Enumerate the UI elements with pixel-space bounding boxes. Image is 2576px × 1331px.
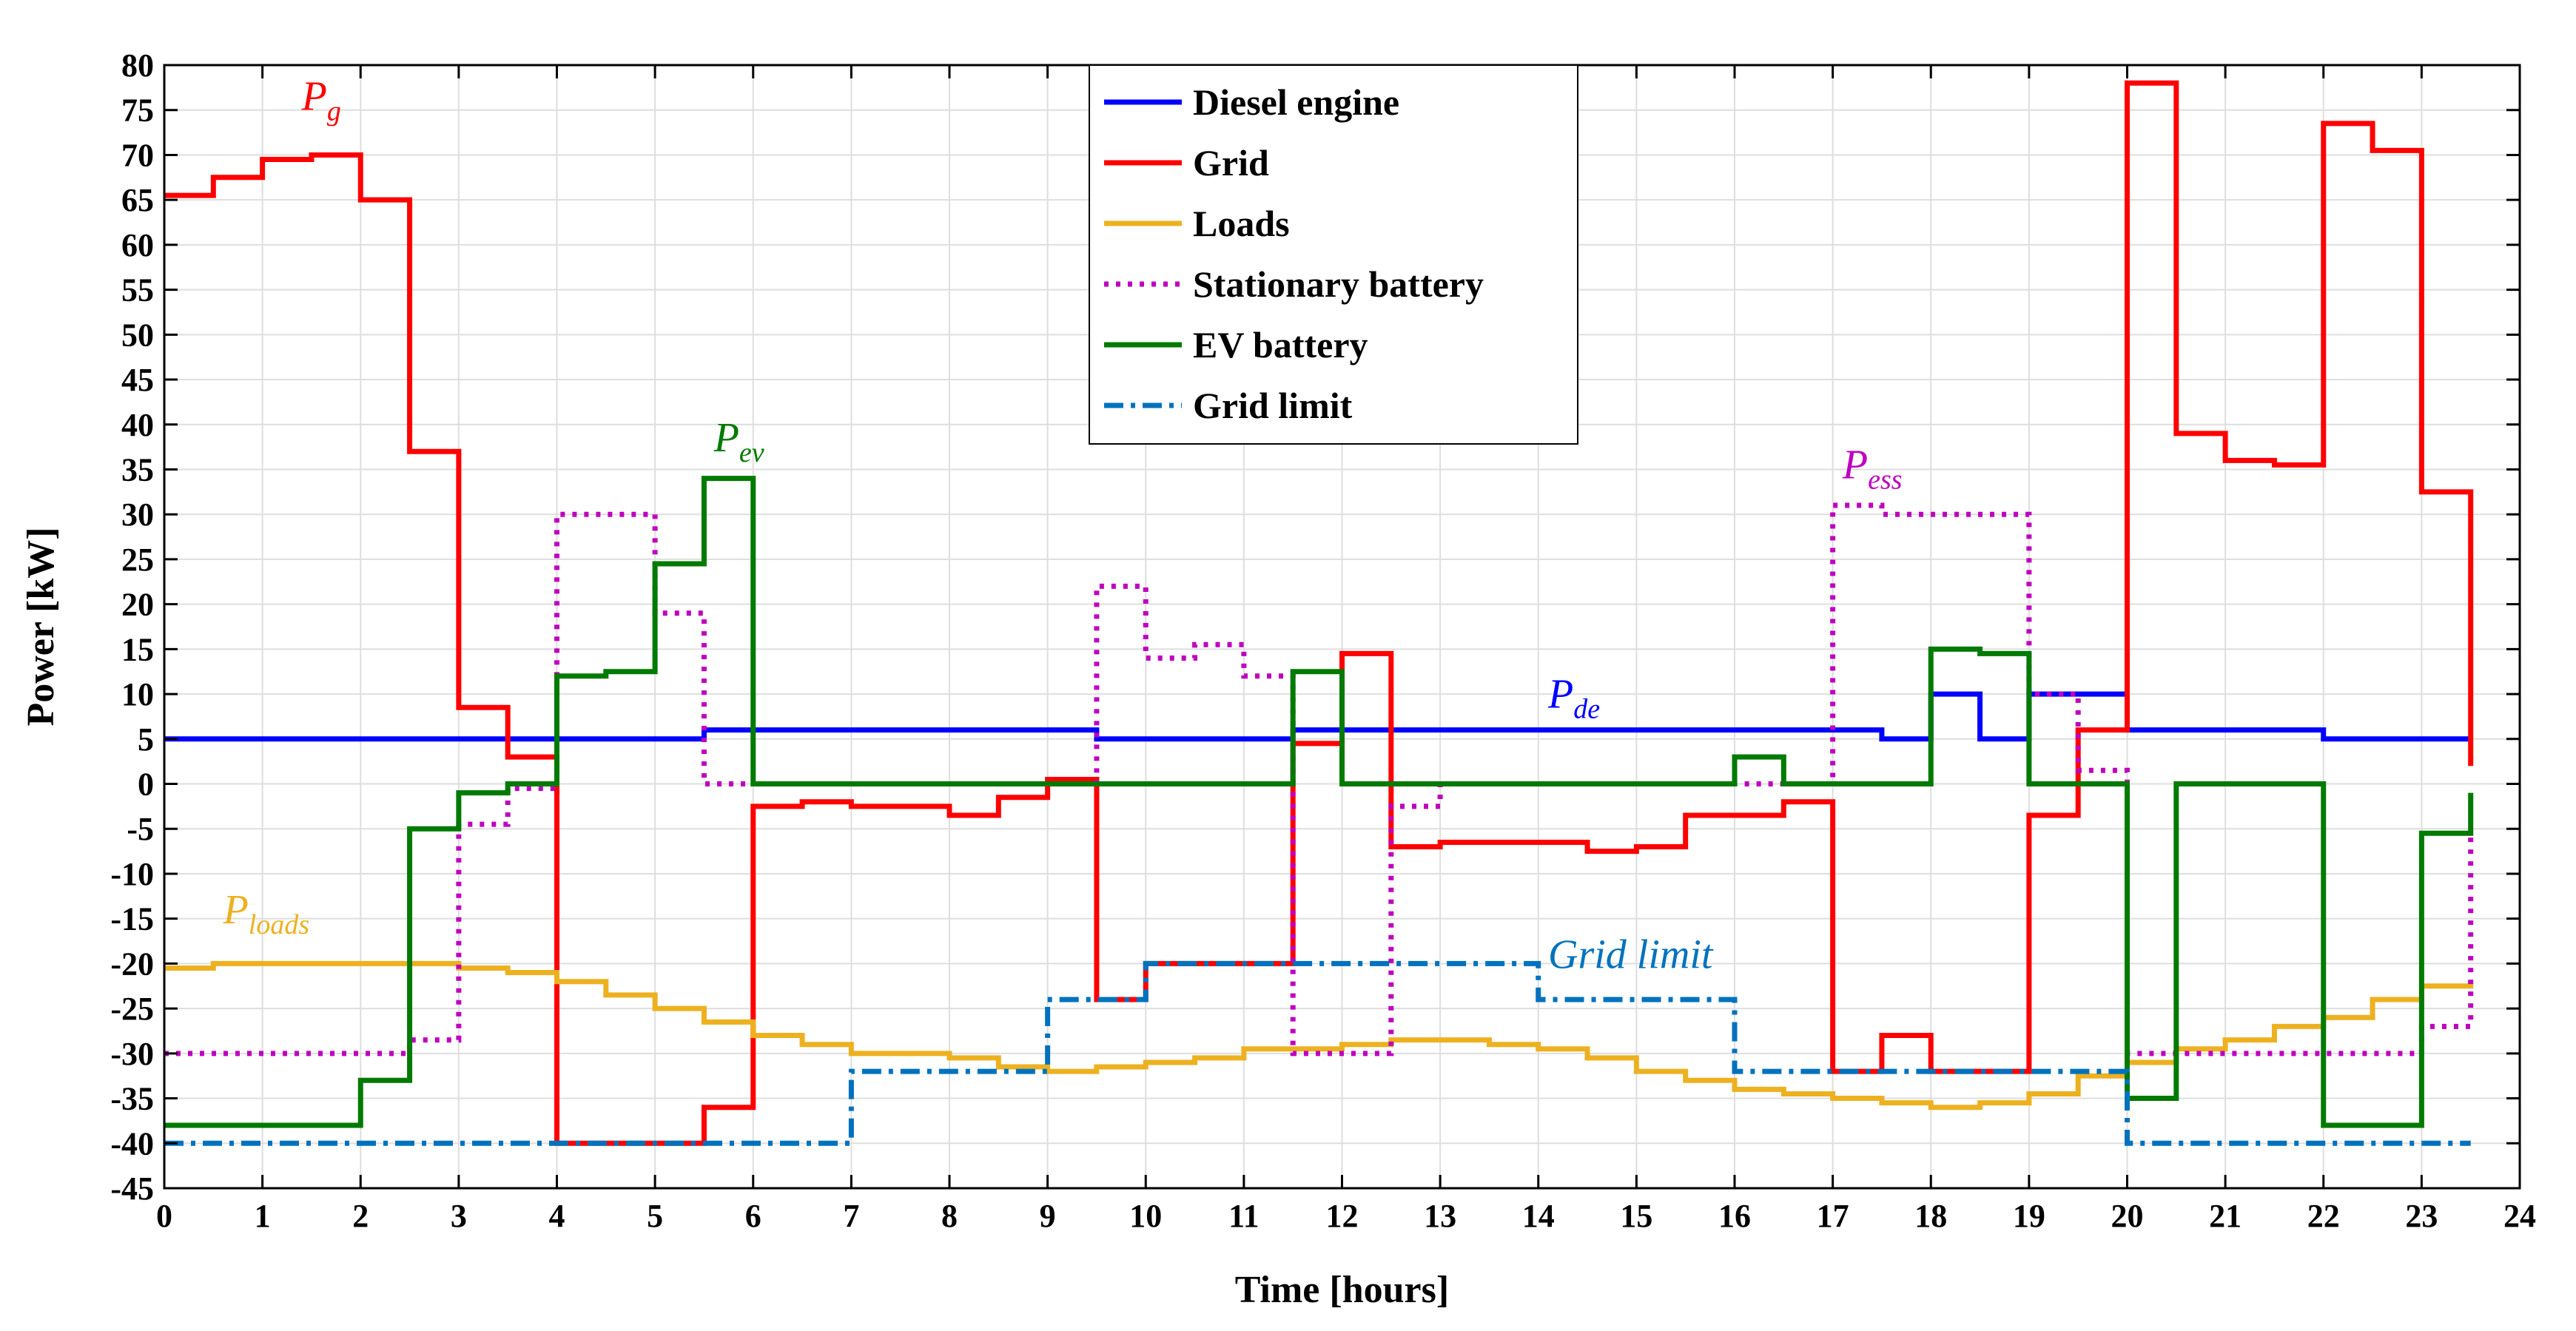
y-tick-label: -45 [110, 1170, 154, 1207]
series-line-grid-limit [164, 960, 2471, 1146]
annotation-p-de: Pde [1547, 671, 1600, 724]
x-tick-label: 18 [1914, 1198, 1947, 1234]
x-tick-label: 17 [1817, 1198, 1849, 1234]
x-tick-label: 6 [745, 1198, 761, 1234]
x-tick-label: 9 [1040, 1198, 1056, 1234]
y-tick-label: 20 [121, 587, 154, 623]
x-tick-label: 24 [2503, 1198, 2536, 1234]
y-tick-label: 70 [121, 137, 154, 173]
annotation-subscript: de [1573, 693, 1600, 724]
y-tick-label: 15 [121, 631, 154, 667]
x-tick-label: 21 [2209, 1198, 2242, 1234]
annotation-p-ess: Pess [1842, 442, 1903, 496]
y-tick-label: 0 [138, 766, 154, 803]
y-tick-label: -10 [110, 856, 154, 892]
x-tick-label: 12 [1326, 1198, 1359, 1234]
y-tick-label: 5 [138, 721, 154, 758]
legend-label-loads: Loads [1193, 203, 1290, 244]
x-tick-label: 7 [843, 1198, 859, 1234]
y-tick-label: 80 [121, 47, 154, 84]
series-line-ev-battery [164, 476, 2474, 1128]
annotation-grid-limit: Grid limit [1548, 931, 1714, 977]
y-tick-label: 40 [121, 407, 154, 443]
annotation-main-text: P [1547, 671, 1573, 717]
annotation-p-ev: Pev [713, 415, 764, 468]
y-tick-label: 60 [121, 227, 154, 263]
legend-label-grid-limit: Grid limit [1193, 385, 1353, 426]
y-tick-label: -20 [110, 946, 154, 982]
x-tick-label: 20 [2111, 1198, 2144, 1234]
y-tick-label: -35 [110, 1081, 154, 1117]
y-tick-label: -40 [110, 1125, 154, 1162]
y-tick-label: 35 [121, 451, 154, 488]
x-tick-label: 23 [2405, 1198, 2438, 1234]
x-tick-label: 2 [352, 1198, 369, 1234]
legend-label-grid: Grid [1193, 142, 1269, 183]
x-tick-label: 10 [1129, 1198, 1162, 1234]
annotation-main-text: P [223, 887, 249, 933]
annotation-subscript: g [327, 96, 341, 127]
y-tick-label: -15 [110, 901, 154, 937]
annotation-main-text: P [1842, 442, 1868, 488]
legend-box [1089, 64, 1578, 445]
x-tick-label: 11 [1228, 1198, 1260, 1234]
annotation-subscript: ev [739, 437, 764, 468]
x-tick-label: 8 [941, 1198, 958, 1234]
y-tick-label: 25 [121, 542, 154, 578]
y-tick-label: 45 [121, 362, 154, 398]
x-tick-label: 15 [1620, 1198, 1652, 1234]
x-tick-label: 14 [1522, 1198, 1555, 1234]
y-tick-label: -5 [127, 811, 154, 847]
legend-label-ev-battery: EV battery [1193, 324, 1368, 365]
x-axis-label: Time [hours] [1235, 1269, 1449, 1311]
annotation-p-g: Pg [301, 74, 341, 127]
x-tick-label: 19 [2013, 1198, 2045, 1234]
y-tick-label: 75 [121, 92, 154, 129]
x-tick-label: 5 [647, 1198, 663, 1234]
x-tick-label: 3 [451, 1198, 467, 1234]
series-line-stationary-battery [164, 502, 2474, 1057]
x-tick-label: 4 [549, 1198, 565, 1234]
annotation-p-loads: Ploads [223, 887, 310, 940]
x-tick-label: 16 [1718, 1198, 1751, 1234]
annotation-subscript: loads [249, 909, 309, 940]
y-tick-label: 50 [121, 317, 154, 353]
annotation-subscript: ess [1868, 465, 1902, 496]
x-tick-label: 1 [255, 1198, 271, 1234]
y-tick-label: -25 [110, 991, 154, 1027]
legend-label-stationary-battery: Stationary battery [1193, 263, 1484, 305]
legend-label-diesel-engine: Diesel engine [1193, 81, 1399, 123]
y-tick-label: 30 [121, 496, 154, 533]
annotation-main-text: P [301, 74, 327, 120]
y-tick-label: 10 [121, 676, 154, 712]
y-tick-label: 55 [121, 272, 154, 309]
annotation-main-text: Grid limit [1548, 931, 1714, 977]
annotation-main-text: P [713, 415, 739, 461]
x-tick-label: 0 [156, 1198, 172, 1234]
x-tick-label: 13 [1424, 1198, 1456, 1234]
x-tick-label: 22 [2307, 1198, 2340, 1234]
y-tick-label: 65 [121, 182, 154, 218]
y-axis-label: Power [kW] [20, 527, 62, 726]
y-tick-label: -30 [110, 1036, 154, 1072]
